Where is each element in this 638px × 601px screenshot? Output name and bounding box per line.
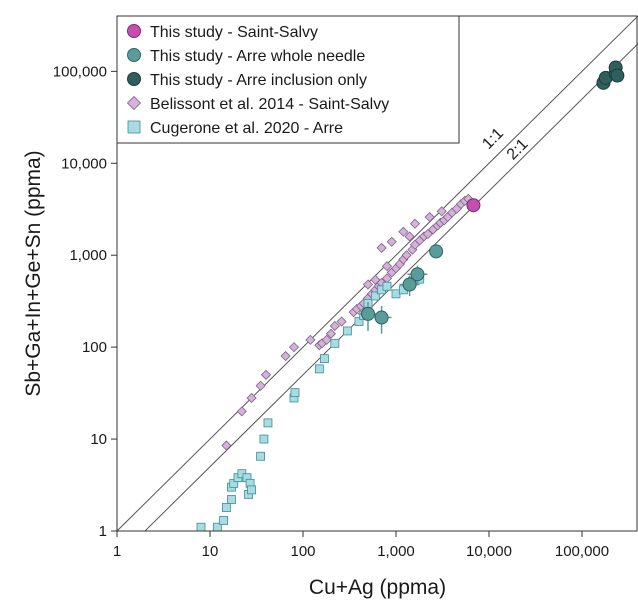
data-point	[256, 451, 266, 461]
series-2	[357, 244, 444, 334]
data-point	[329, 320, 340, 332]
data-point	[321, 334, 332, 345]
x-tick-label: 100	[290, 543, 315, 560]
x-tick-label: 10	[202, 543, 219, 560]
data-point	[436, 206, 447, 217]
data-point	[305, 334, 316, 345]
series-5	[196, 274, 425, 531]
y-axis-title: Sb+Ga+In+Ge+Sn (ppma)	[22, 150, 45, 396]
data-point	[370, 274, 381, 285]
legend-label: Belissont et al. 2014 - Saint-Salvy	[150, 96, 389, 113]
data-point	[370, 291, 380, 301]
data-point	[422, 228, 433, 240]
x-tick-label: 100,000	[555, 543, 609, 560]
y-tick-label: 100	[82, 339, 107, 356]
data-point	[212, 522, 222, 531]
data-series	[196, 60, 625, 531]
legend-item: This study - Arre whole needle	[127, 48, 365, 65]
y-tick-label: 100,000	[53, 63, 107, 80]
data-point	[381, 261, 393, 272]
data-point	[290, 388, 300, 398]
data-point	[260, 369, 272, 380]
data-point	[280, 350, 291, 362]
data-point	[429, 244, 444, 259]
data-point	[342, 326, 352, 336]
data-point	[610, 68, 625, 83]
data-point	[336, 316, 347, 327]
data-point	[330, 338, 340, 348]
reference-lines	[117, 16, 638, 531]
tick-marks	[111, 70, 583, 537]
x-tick-label: 1	[113, 543, 121, 560]
data-point	[402, 277, 417, 292]
x-tick-label: 1,000	[377, 543, 415, 560]
data-point	[424, 211, 435, 223]
data-point	[374, 310, 389, 325]
data-point	[391, 289, 401, 299]
data-point	[236, 406, 247, 417]
data-point	[376, 242, 387, 253]
data-point	[255, 380, 266, 391]
legend-item: This study - Saint-Salvy	[127, 24, 318, 41]
legend-marker	[127, 72, 141, 86]
data-point	[409, 218, 421, 229]
data-point	[362, 279, 374, 290]
data-point	[259, 434, 269, 444]
data-point	[386, 236, 397, 247]
data-point	[246, 392, 257, 404]
data-point	[221, 503, 231, 512]
data-point	[314, 364, 324, 374]
legend-marker	[126, 95, 142, 111]
data-point	[410, 267, 425, 282]
y-tick-label: 10,000	[61, 155, 107, 172]
legend-item: This study - Arre inclusion only	[127, 72, 367, 89]
legend-label: This study - Arre inclusion only	[150, 72, 367, 89]
data-point	[196, 522, 206, 531]
data-point	[325, 328, 337, 339]
legend-label: This study - Saint-Salvy	[150, 24, 318, 41]
y-tick-label: 10	[90, 431, 107, 448]
legend-marker	[127, 24, 141, 38]
data-point	[382, 281, 392, 291]
legend-label: This study - Arre whole needle	[150, 48, 365, 65]
data-point	[247, 485, 256, 495]
data-point	[404, 231, 415, 242]
y-tick-label: 1	[99, 523, 107, 540]
x-tick-label: 10,000	[466, 543, 512, 560]
series-3	[596, 60, 625, 90]
legend: This study - Saint-Salvy This study - Arr…	[116, 15, 460, 144]
data-point	[466, 198, 481, 213]
reference-line-2	[144, 43, 638, 531]
reference-line-label: 2:1	[504, 136, 532, 164]
data-point	[398, 226, 409, 237]
legend-label: Cugerone et al. 2020 - Arre	[150, 120, 343, 137]
legend-item: Belissont et al. 2014 - Saint-Salvy	[126, 95, 389, 113]
data-point	[263, 418, 273, 428]
legend-marker	[127, 120, 141, 134]
legend-box	[116, 15, 460, 144]
legend-item: Cugerone et al. 2020 - Arre	[127, 120, 343, 137]
data-point	[361, 306, 376, 321]
data-point	[227, 495, 236, 504]
reference-line-label: 1:1	[479, 125, 507, 153]
data-point	[219, 516, 228, 525]
reference-line-1	[117, 16, 638, 531]
data-point	[320, 354, 329, 364]
data-point	[354, 317, 364, 326]
series-4	[221, 193, 474, 451]
y-tick-label: 1,000	[69, 247, 107, 264]
tick-labels: 1 10 100 1,000 10,000 100,000 1 10 100 1,000 10,00…	[53, 63, 609, 560]
data-point	[288, 342, 300, 353]
series-1	[466, 198, 481, 213]
x-axis-title: Cu+Ag (ppma)	[309, 576, 446, 599]
legend-marker	[127, 48, 141, 62]
data-point	[221, 440, 232, 451]
data-point	[401, 250, 412, 261]
